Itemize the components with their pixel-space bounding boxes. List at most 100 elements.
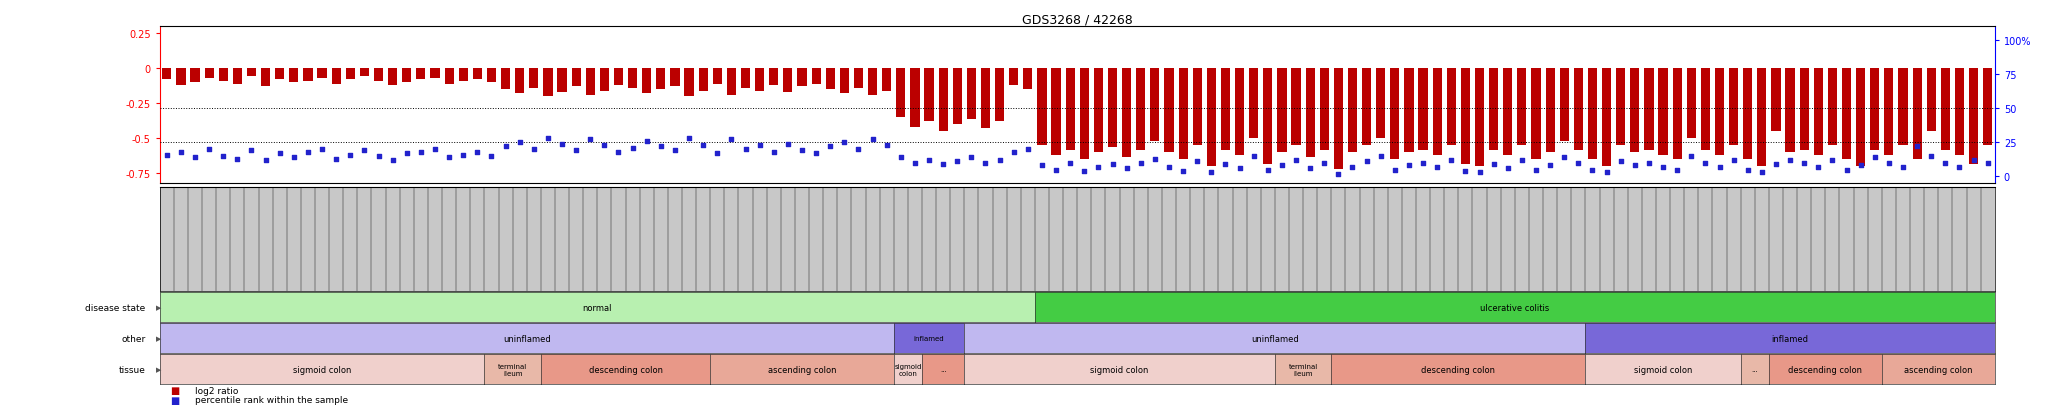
Bar [1489,69,1499,150]
Bar [233,69,242,84]
Bar [387,69,397,86]
Point [913,157,946,164]
Bar [797,69,807,87]
Text: ■: ■ [170,385,180,395]
Point [276,154,309,161]
Point [1618,163,1651,169]
Text: log2 ratio: log2 ratio [195,386,238,395]
Point [1647,164,1679,171]
Point [305,146,338,153]
Point [377,157,410,164]
Point [446,152,479,159]
Bar [924,69,934,122]
Bar [586,69,594,95]
Bar [741,69,750,88]
Point [1266,163,1298,169]
Point [1378,167,1411,173]
Bar [1065,69,1075,150]
Bar [1221,69,1231,150]
Point [1251,167,1284,173]
Bar [1079,69,1090,160]
Bar [1010,69,1018,86]
Bar [770,69,778,86]
Bar [1192,69,1202,146]
Point [1393,163,1425,169]
Point [954,154,987,161]
Bar [1898,69,1907,146]
Point [686,142,719,149]
Point [1604,159,1636,165]
Bar [1137,69,1145,150]
Bar [1122,69,1130,157]
Point [700,150,733,157]
Bar [1956,69,1964,156]
Text: uninflamed: uninflamed [504,334,551,343]
Bar [1348,69,1358,153]
Point [193,146,225,153]
Bar [614,69,623,86]
Bar [375,69,383,81]
Text: ...: ... [940,366,946,372]
Bar [727,69,735,95]
Bar [1151,69,1159,142]
Point [672,135,705,142]
Point [1491,166,1524,172]
Bar [825,69,836,90]
Point [1534,163,1567,169]
Point [1958,157,1991,164]
Point [250,157,283,164]
Point [559,148,592,154]
Point [319,156,352,163]
Point [362,153,395,160]
Point [645,144,678,150]
Bar [248,69,256,77]
Bar [1645,69,1653,150]
Bar [782,69,793,93]
Point [150,152,182,159]
Text: terminal
ileum: terminal ileum [1288,363,1317,376]
Bar [1391,69,1399,160]
Bar [1264,69,1272,164]
Bar [1870,69,1880,150]
Point [1477,161,1509,168]
Point [1661,167,1694,173]
Point [786,148,819,154]
Point [1972,160,2005,166]
Bar [459,69,467,81]
Bar [1094,69,1104,153]
Point [236,148,268,154]
Bar [1206,69,1217,167]
Bar [1659,69,1667,156]
Point [715,137,748,143]
Bar [684,69,694,97]
Point [1759,161,1792,168]
Point [827,140,860,146]
Bar [528,69,539,88]
Bar [176,69,186,86]
Bar [1743,69,1753,160]
Bar [1446,69,1456,146]
Bar [1165,69,1174,153]
Point [207,153,240,160]
Bar [346,69,354,80]
Bar [1841,69,1851,160]
Point [518,146,551,153]
Text: ▶: ▶ [156,304,162,310]
Bar [938,69,948,132]
Point [1690,160,1722,166]
Point [1831,167,1864,173]
Bar [1305,69,1315,157]
Bar [909,69,920,128]
Bar [1460,69,1470,164]
Bar [1051,69,1061,156]
Point [573,137,606,143]
Bar [1616,69,1626,146]
Bar [1927,69,1935,132]
Point [545,141,578,147]
Text: normal: normal [582,303,612,312]
Bar [430,69,440,79]
Bar [1518,69,1526,146]
Text: inflamed: inflamed [1772,334,1808,343]
Point [1548,154,1581,161]
Point [1944,164,1976,171]
